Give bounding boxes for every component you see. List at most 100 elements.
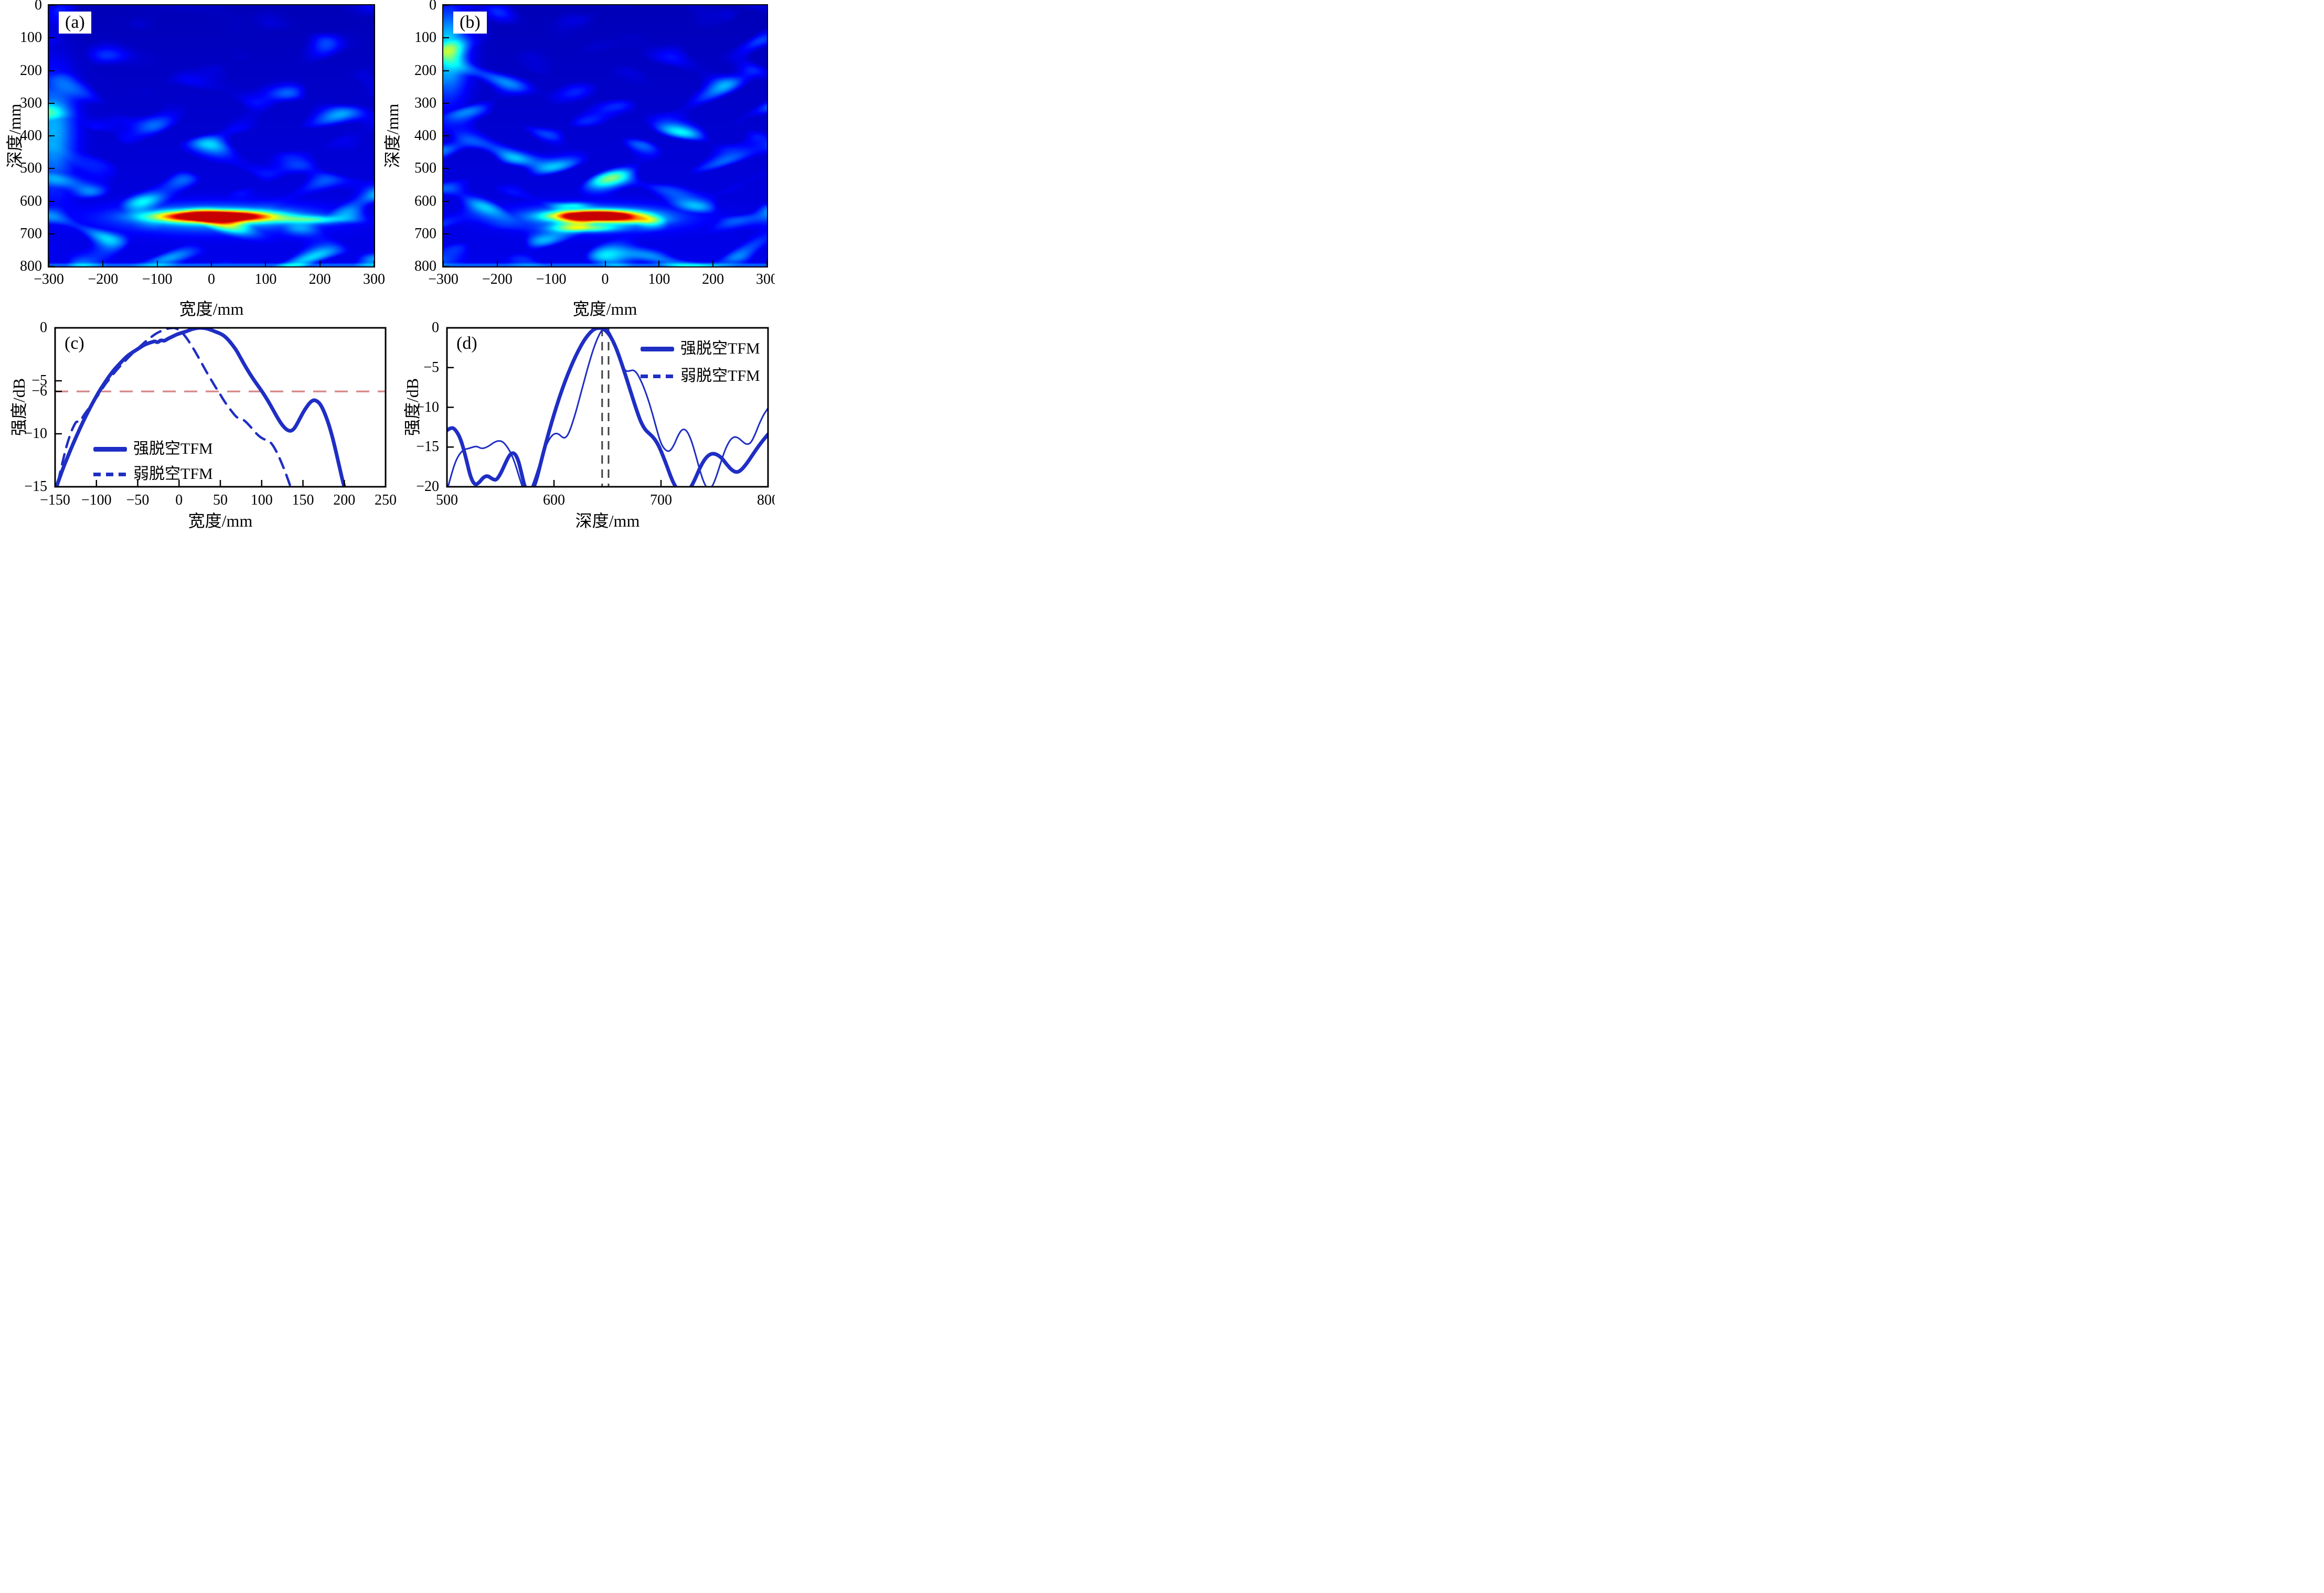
- y-tick-label: 400: [20, 127, 42, 144]
- x-tick-label: 800: [757, 492, 775, 508]
- y-tick-label: −20: [416, 478, 439, 495]
- x-tick-label: 200: [702, 271, 724, 287]
- y-tick-label: 500: [414, 160, 436, 177]
- x-tick-label: 150: [292, 492, 314, 508]
- x-tick-label: 0: [601, 271, 609, 287]
- x-tick-label: −200: [88, 271, 119, 287]
- y-tick-label: 800: [20, 258, 42, 274]
- x-tick-label: 50: [213, 492, 228, 508]
- x-tick-label: −100: [81, 492, 112, 508]
- y-tick-mark: [49, 70, 55, 71]
- x-tick-mark: [211, 261, 212, 266]
- y-tick-label: 0: [429, 0, 436, 13]
- x-tick-label: 100: [648, 271, 670, 287]
- x-tick-label: −50: [126, 492, 150, 508]
- legend-swatch-strong-d: [641, 347, 674, 351]
- x-tick-mark: [319, 261, 321, 266]
- x-tick-label: 250: [375, 492, 397, 508]
- series-c-0: [55, 328, 346, 487]
- x-tick-mark: [156, 261, 158, 266]
- x-tick-label: 100: [250, 492, 273, 508]
- x-tick-label: 200: [333, 492, 356, 508]
- x-tick-label: −100: [536, 271, 567, 287]
- y-tick-mark: [443, 135, 449, 136]
- y-tick-label: 0: [40, 319, 47, 336]
- heatmap-canvas-a: [48, 4, 375, 268]
- y-tick-mark: [443, 37, 449, 39]
- y-tick-label: 600: [20, 193, 42, 209]
- panel-label-b: (b): [453, 12, 487, 34]
- x-tick-label: 0: [175, 492, 183, 508]
- y-tick-label: 800: [414, 258, 436, 274]
- y-tick-label: −15: [24, 478, 47, 495]
- y-tick-label: −15: [416, 439, 439, 455]
- x-tick-label: −300: [34, 271, 64, 287]
- x-axis-label-a: 宽度/mm: [179, 300, 244, 318]
- y-tick-mark: [49, 168, 55, 169]
- y-tick-label: 300: [414, 94, 436, 111]
- y-tick-mark: [49, 5, 55, 6]
- x-tick-mark: [604, 261, 606, 266]
- y-tick-mark: [443, 266, 449, 267]
- x-tick-label: −300: [428, 271, 459, 287]
- legend-swatch-weak-c: [93, 473, 127, 476]
- x-tick-label: 500: [436, 492, 458, 508]
- x-tick-label: 600: [543, 492, 565, 508]
- y-tick-mark: [443, 102, 449, 104]
- x-tick-label: 300: [363, 271, 385, 287]
- y-tick-label: −5: [31, 372, 47, 389]
- y-tick-label: 200: [20, 62, 42, 79]
- y-tick-label: 0: [35, 0, 42, 13]
- x-axis-label-c: 宽度/mm: [188, 511, 253, 530]
- x-tick-mark: [102, 261, 104, 266]
- y-tick-mark: [443, 5, 449, 6]
- x-tick-label: 0: [208, 271, 215, 287]
- x-tick-label: 300: [756, 271, 775, 287]
- panel-label-d: (d): [456, 334, 477, 353]
- y-tick-label: −5: [423, 359, 439, 376]
- x-tick-label: −100: [142, 271, 173, 287]
- x-tick-mark: [766, 261, 767, 266]
- x-tick-label: 700: [650, 492, 672, 508]
- y-tick-label: −10: [24, 425, 47, 442]
- y-tick-label: 600: [414, 193, 436, 209]
- y-tick-mark: [49, 135, 55, 136]
- legend-swatch-weak-d: [641, 375, 674, 378]
- x-tick-mark: [712, 261, 714, 266]
- y-tick-label: 0: [432, 319, 439, 336]
- y-tick-mark: [49, 200, 55, 202]
- y-tick-label: 400: [414, 127, 436, 144]
- y-tick-mark: [49, 37, 55, 39]
- x-tick-mark: [265, 261, 266, 266]
- y-tick-label: 100: [20, 29, 42, 46]
- y-tick-mark: [443, 200, 449, 202]
- legend-label-weak-d: 弱脱空TFM: [680, 367, 760, 384]
- y-tick-mark: [443, 70, 449, 71]
- x-tick-label: 200: [308, 271, 331, 287]
- legend-swatch-strong-c: [93, 447, 127, 452]
- series-d-1: [447, 328, 768, 487]
- y-tick-label: −10: [416, 399, 439, 415]
- x-tick-mark: [443, 261, 444, 266]
- y-tick-label: 500: [20, 160, 42, 177]
- y-tick-mark: [49, 266, 55, 267]
- y-tick-label: 100: [414, 29, 436, 46]
- y-tick-mark: [443, 233, 449, 234]
- y-tick-label: 700: [20, 225, 42, 242]
- x-tick-label: 100: [254, 271, 277, 287]
- x-tick-label: −200: [482, 271, 513, 287]
- legend-label-weak-c: 弱脱空TFM: [133, 465, 213, 483]
- y-tick-label: −6: [31, 383, 47, 400]
- y-tick-mark: [49, 233, 55, 234]
- legend-label-strong-d: 强脱空TFM: [680, 340, 760, 357]
- y-tick-label: 700: [414, 225, 436, 242]
- x-tick-mark: [496, 261, 498, 266]
- y-tick-mark: [49, 102, 55, 104]
- x-tick-mark: [658, 261, 660, 266]
- x-tick-mark: [48, 261, 49, 266]
- y-tick-label: 300: [20, 94, 42, 111]
- x-tick-mark: [550, 261, 552, 266]
- series-d-0: [447, 328, 768, 487]
- panel-label-a: (a): [59, 12, 91, 34]
- heatmap-canvas-b: [442, 4, 768, 268]
